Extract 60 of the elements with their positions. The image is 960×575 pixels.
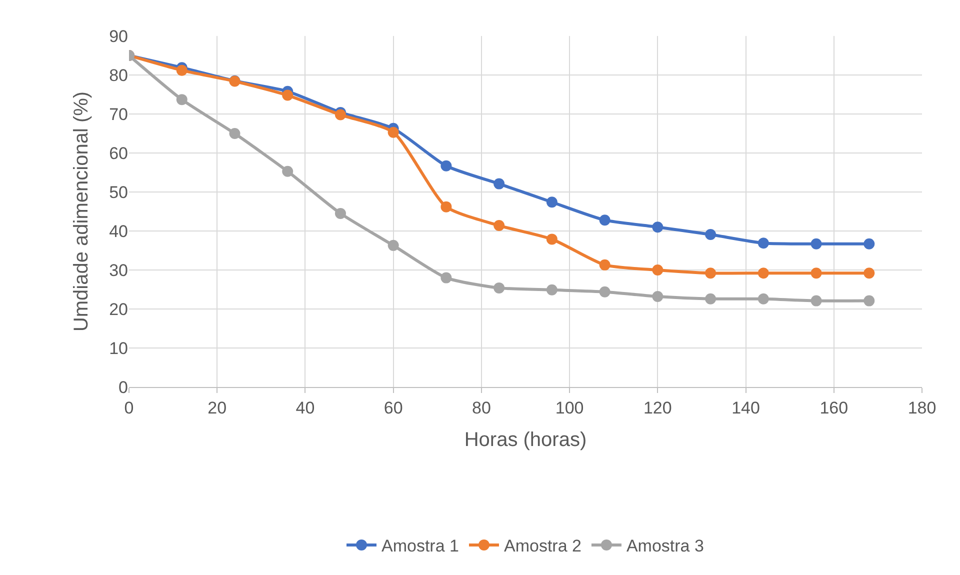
y-tick-label: 60 <box>109 144 128 163</box>
y-axis-title: Umdiade adimencional (%) <box>70 91 93 332</box>
point <box>546 284 558 296</box>
y-tick-label: 70 <box>109 104 128 124</box>
y-tick-label: 10 <box>109 338 128 358</box>
x-tick-label: 180 <box>908 398 936 418</box>
point <box>388 240 399 251</box>
point <box>440 201 452 212</box>
x-tick-label: 80 <box>472 398 491 418</box>
point <box>494 220 505 232</box>
y-tick-label: 0 <box>118 378 128 397</box>
point <box>494 178 505 190</box>
x-axis-title: Horas (horas) <box>464 428 587 451</box>
point <box>546 234 558 245</box>
y-tick-label: 80 <box>109 66 128 85</box>
point <box>176 94 188 106</box>
x-tick-label: 60 <box>384 398 403 418</box>
point <box>599 259 610 270</box>
point <box>599 214 610 226</box>
y-tick-label: 30 <box>109 260 128 280</box>
point <box>652 291 664 302</box>
point <box>705 229 716 240</box>
point <box>388 126 399 138</box>
point <box>334 208 346 219</box>
point <box>229 128 240 139</box>
point <box>494 282 505 294</box>
y-tick-label: 90 <box>109 26 128 46</box>
x-tick-label: 120 <box>643 398 672 418</box>
point <box>705 293 716 304</box>
point <box>864 295 875 306</box>
point <box>440 160 452 172</box>
point <box>282 90 294 101</box>
point <box>176 64 188 76</box>
point <box>810 268 822 279</box>
point <box>546 196 558 208</box>
x-tick-label: 40 <box>296 398 315 418</box>
legend-label: Amostra 2 <box>504 536 582 556</box>
legend-label: Amostra 3 <box>626 536 704 556</box>
legend-label: Amostra 1 <box>382 536 459 556</box>
point <box>652 222 664 233</box>
x-tick-label: 20 <box>208 398 227 418</box>
point <box>599 286 610 298</box>
point <box>758 293 769 304</box>
point <box>810 295 822 306</box>
point <box>440 272 452 284</box>
point <box>334 109 346 120</box>
point <box>705 268 716 279</box>
point <box>652 264 664 276</box>
point <box>864 268 875 279</box>
y-tick-label: 50 <box>109 182 128 202</box>
point <box>758 268 769 279</box>
point <box>758 238 769 249</box>
point <box>282 166 294 177</box>
point <box>810 238 822 250</box>
point <box>864 238 875 250</box>
x-tick-label: 100 <box>555 398 584 418</box>
x-tick-label: 160 <box>820 398 848 418</box>
y-tick-label: 20 <box>109 300 128 319</box>
x-tick-label: 140 <box>732 398 760 418</box>
y-tick-label: 40 <box>109 222 128 241</box>
